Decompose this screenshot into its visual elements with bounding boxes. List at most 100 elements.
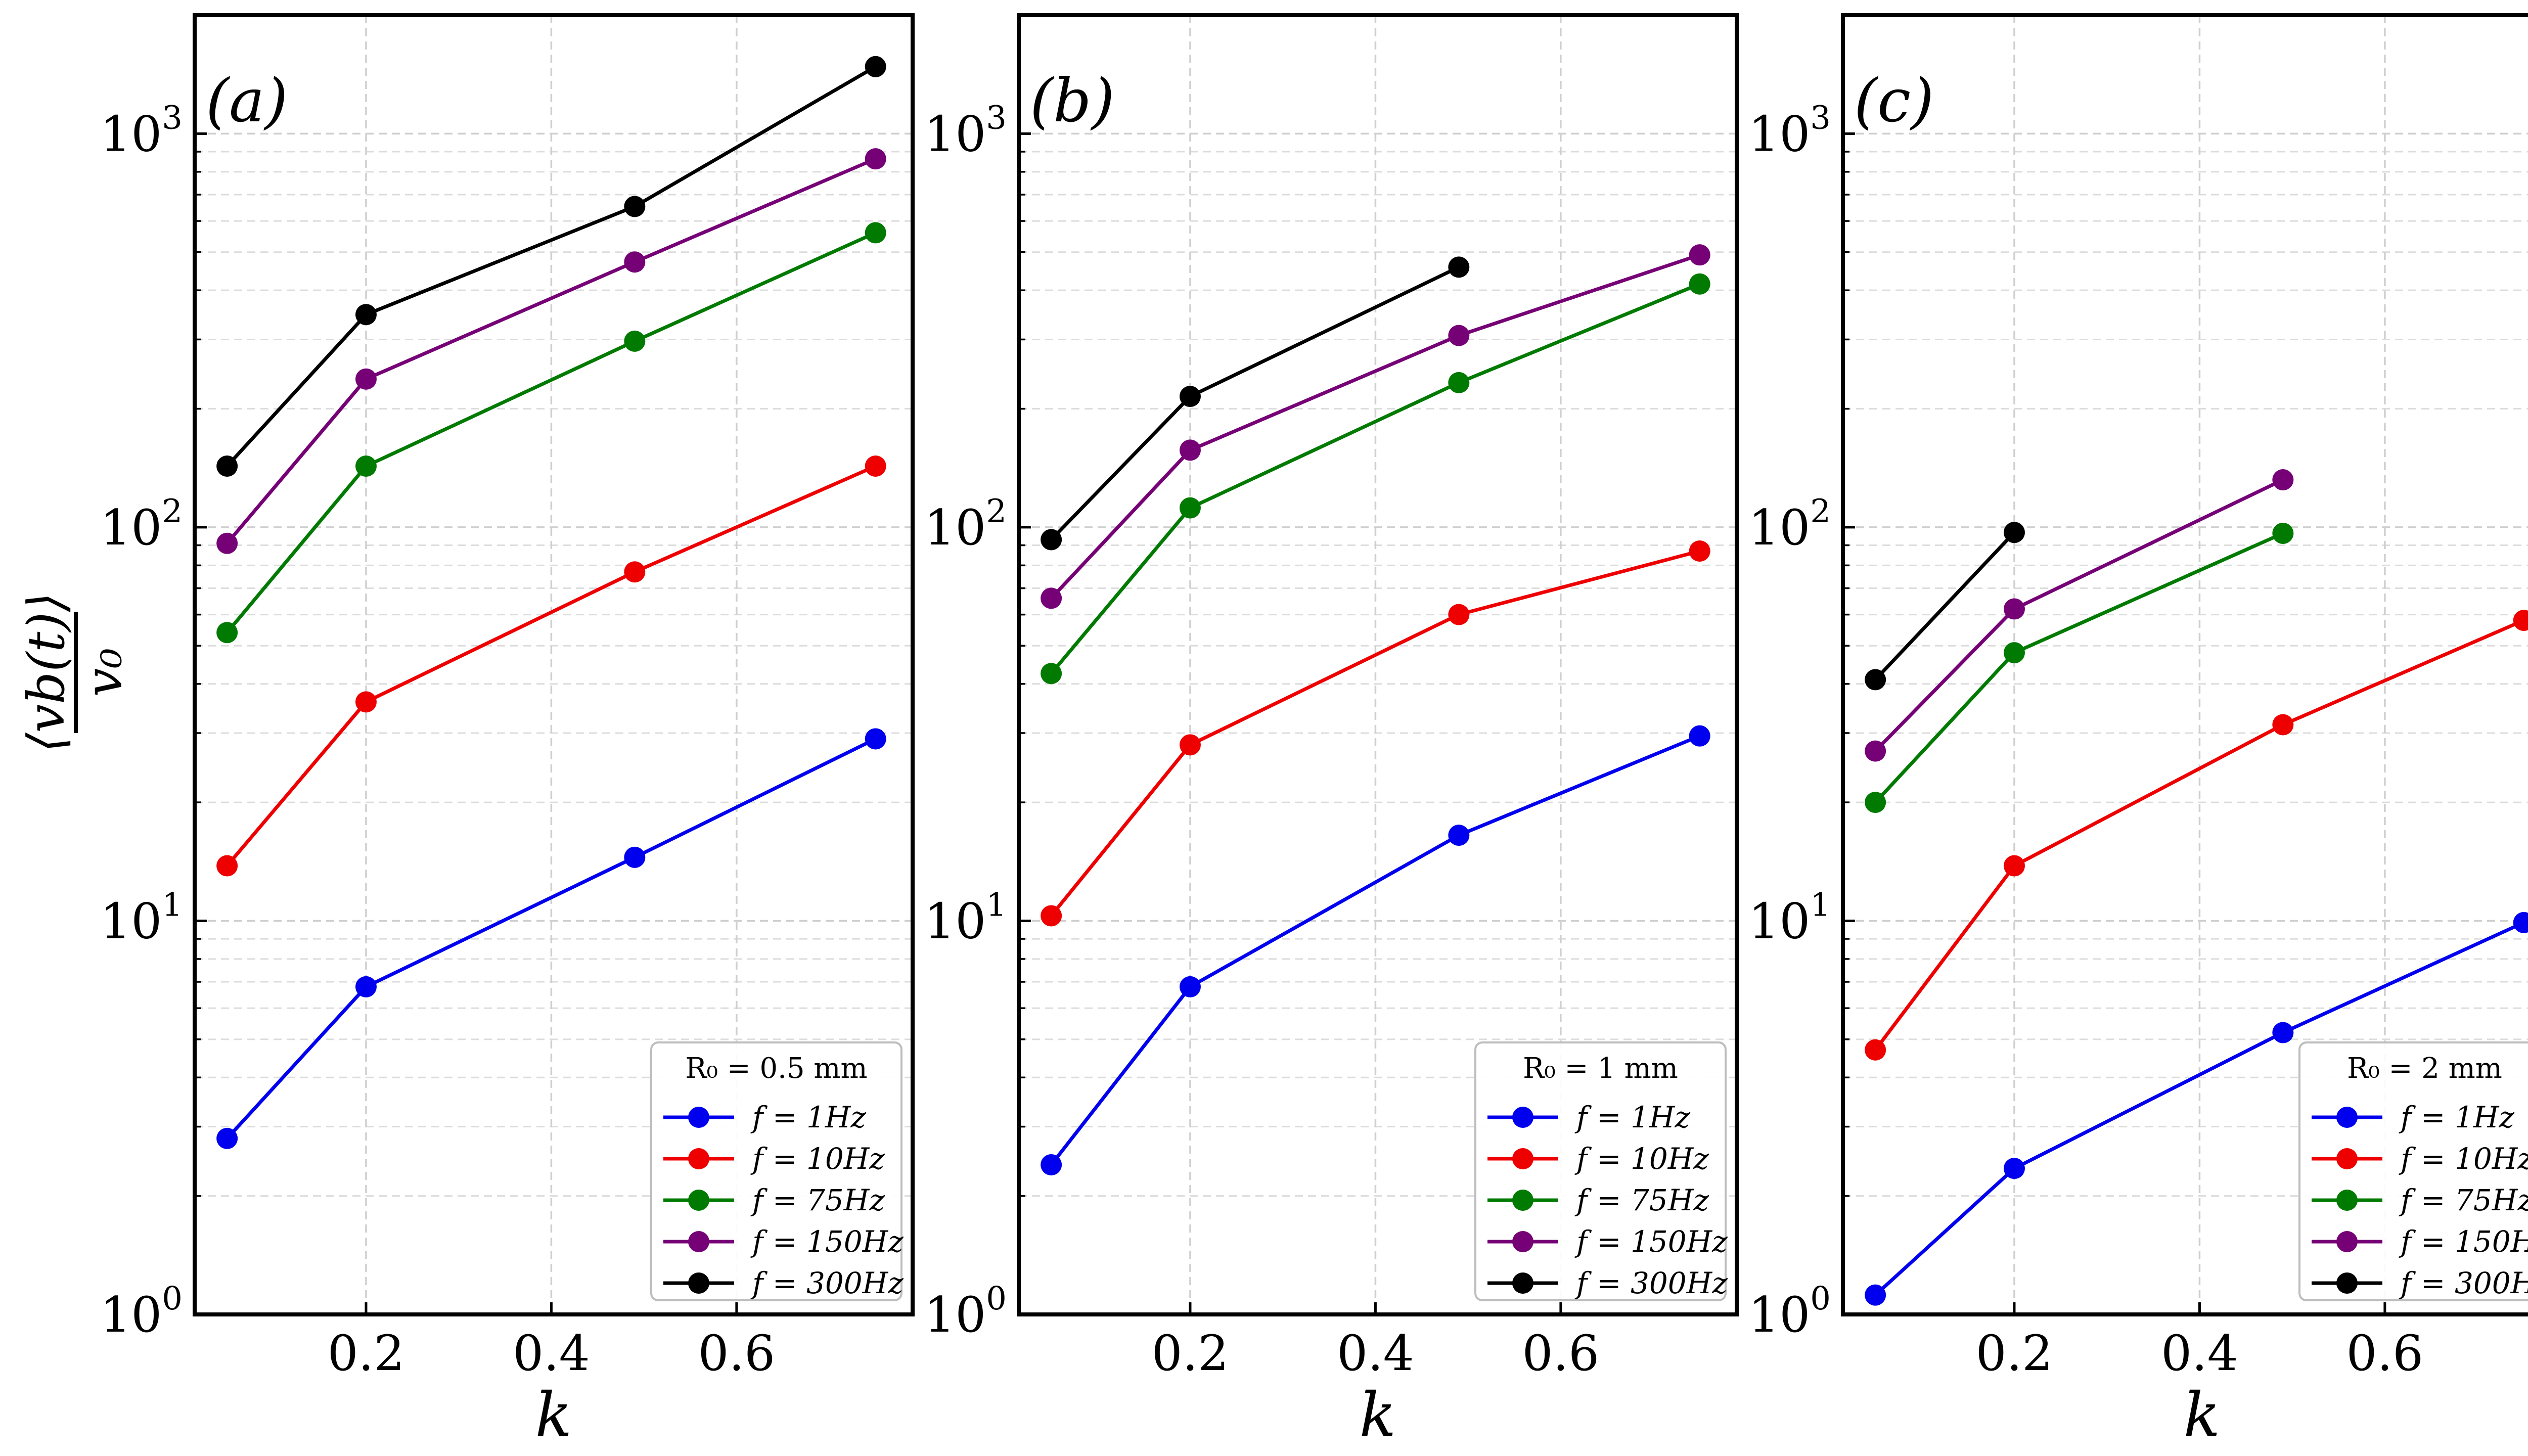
data-point [355,455,377,477]
x-axis-label: k [535,1380,572,1450]
data-point [2272,522,2294,544]
data-point [2003,598,2025,620]
legend-entry: f = 75Hz [2399,1183,2528,1217]
data-point [1179,734,1201,756]
data-point [216,1127,238,1149]
data-point [216,855,238,877]
data-point [2003,1158,2025,1179]
data-point [624,561,646,583]
legend-swatch-marker [1512,1272,1533,1294]
data-point [1448,825,1470,846]
legend-swatch-marker [1512,1148,1533,1169]
legend: R₀ = 1 mm f = 1Hz f = 10Hz f = 75Hz f = 150H… [1474,1041,1728,1301]
data-point [216,622,238,644]
legend-entry: f = 1Hz [2399,1100,2514,1134]
data-point [1179,439,1201,461]
legend-title: R₀ = 2 mm [2347,1052,2502,1085]
legend-entry: f = 75Hz [750,1183,885,1217]
legend-entry: f = 150Hz [2399,1224,2528,1259]
plot-frame [1841,13,2528,1316]
y-axis-label-denominator: v₀ [74,648,133,697]
legend-entry: f = 75Hz [1574,1183,1709,1217]
data-point [216,532,238,554]
data-point [1689,540,1710,562]
series-line [1050,549,1700,917]
data-point [1689,244,1710,266]
series-f-300hz [216,56,886,477]
legend-entry: f = 150Hz [750,1224,904,1259]
y-tick-exponent: 0 [986,1280,1007,1317]
series-f-10hz [1041,540,1710,927]
data-point [1448,604,1470,625]
series-f-1hz [216,728,886,1149]
data-point [624,846,646,868]
data-point [355,976,377,997]
series-f-10hz [216,455,886,877]
panel-tag: (a) [206,66,288,135]
data-point [1689,725,1710,747]
y-tick-exponent: 1 [162,886,183,924]
x-axis-label: k [2184,1380,2221,1450]
series-f-150hz [1041,244,1710,609]
legend-swatch-marker [2336,1272,2358,1294]
series-line [225,231,877,634]
data-point [355,304,377,326]
y-tick-label: 103 [100,99,183,162]
data-point [1865,1284,1886,1306]
legend-swatch-marker [688,1231,709,1252]
x-axis-label: k [1360,1380,1396,1450]
data-point [1179,386,1201,407]
series-line [1050,734,1701,1166]
panel-tag: (b) [1030,66,1115,135]
y-tick-exponent: 3 [1810,99,1831,136]
data-point [1448,372,1470,393]
data-point [216,455,238,477]
y-tick-exponent: 3 [162,99,183,136]
data-point [2272,1022,2294,1043]
data-point [1448,325,1470,346]
x-tick-label: 0.2 [1152,1325,1229,1382]
legend-swatch-marker [1512,1231,1533,1252]
series-f-300hz [1865,522,2025,691]
panel-tag: (c) [1854,66,1934,135]
data-point [1041,905,1062,927]
data-point [624,251,646,273]
data-point [1865,740,1886,762]
x-tick-label: 0.2 [1976,1325,2053,1382]
data-point [2003,522,2025,543]
legend-entry: f = 10Hz [1574,1142,1709,1176]
series-f-75hz [216,222,886,644]
legend-box [2298,1041,2528,1301]
y-tick-exponent: 1 [1810,886,1831,924]
x-tick-label: 0.6 [2346,1325,2424,1382]
x-tick-label: 0.2 [328,1325,405,1382]
y-tick-exponent: 2 [1810,493,1831,530]
series-f-150hz [1865,469,2294,762]
data-point [2513,610,2528,631]
x-tick-label: 0.6 [1522,1325,1600,1382]
legend-box [1474,1041,1727,1301]
series-line [1874,531,2016,681]
legend-swatch-marker [2336,1231,2358,1252]
plot-frame [193,13,915,1316]
series-line [1050,282,1701,675]
legend-entry: f = 1Hz [750,1100,866,1134]
data-point [1689,273,1710,295]
legend-title: R₀ = 0.5 mm [685,1052,867,1085]
legend: R₀ = 0.5 mm f = 1Hz f = 10Hz f = 75Hz f = 15… [650,1041,904,1301]
data-point [2003,855,2025,877]
data-point [865,728,886,750]
series-line [225,737,877,1140]
y-tick-exponent: 0 [1810,1280,1831,1317]
data-point [1041,587,1062,609]
series-f-300hz [1041,256,1470,551]
series-f-10hz [1865,610,2528,1061]
legend-swatch-marker [688,1107,709,1128]
x-tick-label: 0.4 [1337,1325,1414,1382]
data-point [355,691,377,713]
